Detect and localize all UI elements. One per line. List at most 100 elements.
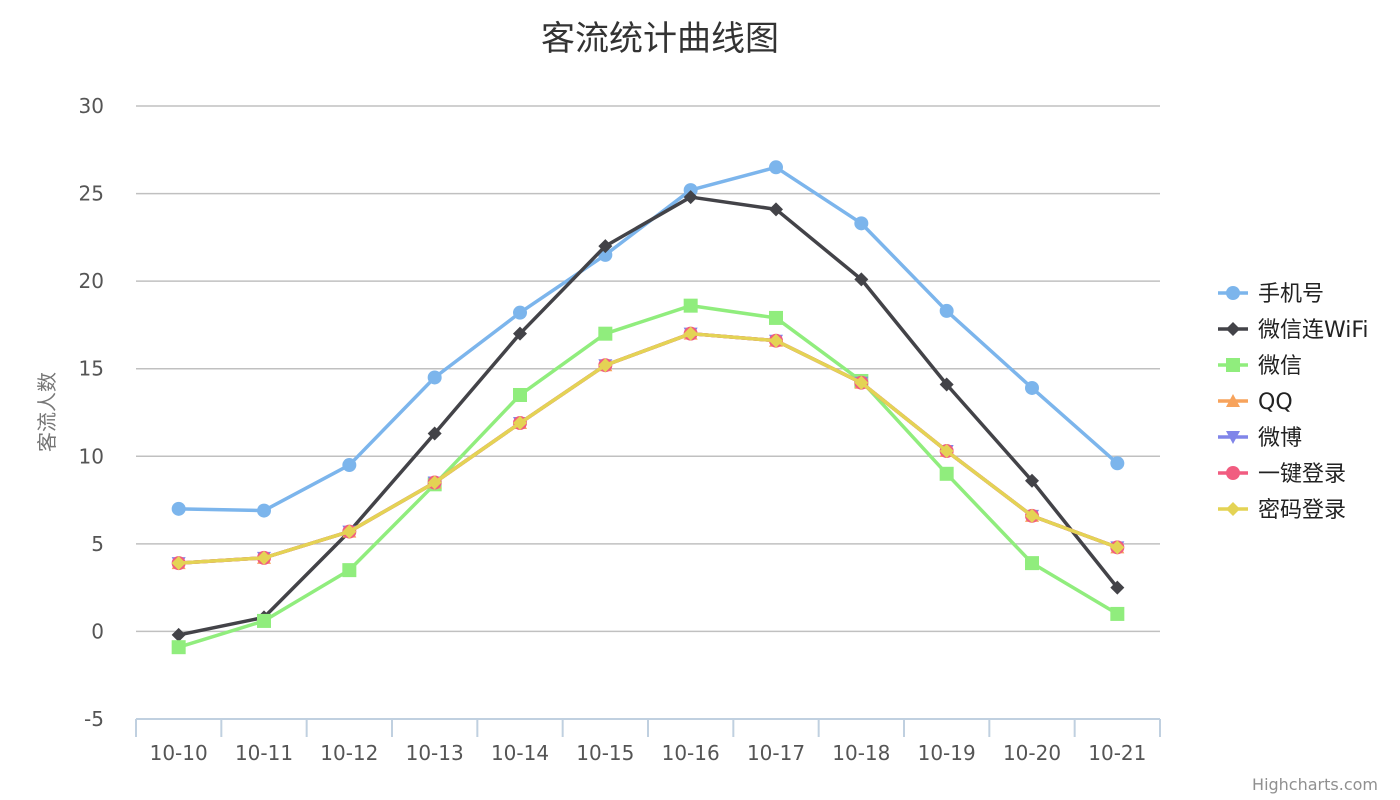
data-point[interactable] xyxy=(854,272,869,287)
legend-item[interactable]: QQ xyxy=(1218,390,1293,415)
data-point[interactable] xyxy=(171,627,186,642)
series-2 xyxy=(171,298,1125,655)
legend-marker[interactable] xyxy=(1226,466,1240,480)
x-axis: 10-10 10-11 10-12 10-13 10-14 10-15 10-16 10-17… xyxy=(135,718,1161,765)
data-point[interactable] xyxy=(854,375,869,390)
legend-marker[interactable] xyxy=(1226,322,1240,336)
legend-label: 密码登录 xyxy=(1258,498,1346,523)
y-tick-label: 20 xyxy=(79,269,104,293)
series-6 xyxy=(171,326,1125,571)
legend-label: 微信 xyxy=(1258,354,1302,379)
legend-item[interactable]: 手机号 xyxy=(1218,282,1324,307)
legend-label: 一键登录 xyxy=(1258,462,1346,487)
y-tick-label: -5 xyxy=(84,707,104,731)
x-tick-label: 10-17 xyxy=(747,741,805,765)
data-point[interactable] xyxy=(1110,456,1125,471)
data-point[interactable] xyxy=(513,416,527,431)
series-line[interactable] xyxy=(176,195,1120,637)
x-tick-label: 10-20 xyxy=(1003,741,1061,765)
y-tick-label: 0 xyxy=(91,619,104,643)
grid-lines: -5 0 5 10 15 20 25 30 xyxy=(79,94,1160,731)
data-point[interactable] xyxy=(683,183,698,198)
series-5 xyxy=(171,326,1125,571)
data-point[interactable] xyxy=(1025,380,1039,395)
legend-item[interactable]: 微博 xyxy=(1218,426,1302,451)
x-tick-label: 10-14 xyxy=(491,741,549,765)
data-point[interactable] xyxy=(1110,580,1125,595)
data-point[interactable] xyxy=(769,310,783,325)
legend-label: 微博 xyxy=(1258,426,1302,451)
x-tick-label: 10-12 xyxy=(320,741,378,765)
data-point[interactable] xyxy=(939,466,954,481)
data-point[interactable] xyxy=(427,370,442,385)
legend-marker[interactable] xyxy=(1226,358,1240,372)
series-3 xyxy=(171,326,1125,570)
data-point[interactable] xyxy=(683,298,698,313)
series-group xyxy=(171,160,1125,655)
data-point[interactable] xyxy=(1110,540,1125,555)
data-point[interactable] xyxy=(598,239,613,254)
x-tick-label: 10-15 xyxy=(576,741,634,765)
data-point[interactable] xyxy=(342,524,357,539)
legend-item[interactable]: 密码登录 xyxy=(1218,498,1346,523)
data-point[interactable] xyxy=(939,444,954,459)
y-axis-label: 客流人数 xyxy=(35,372,59,452)
data-point[interactable] xyxy=(1110,606,1125,621)
legend-marker[interactable] xyxy=(1226,394,1240,407)
data-point[interactable] xyxy=(257,613,271,628)
x-tick-label: 10-13 xyxy=(406,741,464,765)
data-point[interactable] xyxy=(1025,508,1039,523)
legend-marker[interactable] xyxy=(1226,286,1240,300)
series-0 xyxy=(171,160,1125,518)
legend-item[interactable]: 微信 xyxy=(1218,354,1302,379)
chart-title: 客流统计曲线图 xyxy=(541,19,779,59)
series-4 xyxy=(171,327,1125,571)
y-tick-label: 15 xyxy=(79,357,104,381)
data-point[interactable] xyxy=(342,458,357,473)
x-tick-label: 10-21 xyxy=(1088,741,1146,765)
data-point[interactable] xyxy=(427,426,442,441)
y-tick-label: 5 xyxy=(91,532,104,556)
data-point[interactable] xyxy=(427,475,442,490)
legend-marker[interactable] xyxy=(1226,502,1240,516)
credits-link[interactable]: Highcharts.com xyxy=(1252,775,1378,794)
legend-item[interactable]: 一键登录 xyxy=(1218,462,1346,487)
data-point[interactable] xyxy=(683,190,698,205)
data-point[interactable] xyxy=(769,160,783,175)
x-tick-label: 10-19 xyxy=(918,741,976,765)
series-line[interactable] xyxy=(176,303,1120,649)
data-point[interactable] xyxy=(342,563,357,578)
data-point[interactable] xyxy=(1025,473,1039,488)
data-point[interactable] xyxy=(598,358,613,373)
x-tick-label: 10-16 xyxy=(662,741,720,765)
y-tick-label: 25 xyxy=(79,182,104,206)
data-point[interactable] xyxy=(854,216,869,231)
x-tick-label: 10-11 xyxy=(235,741,293,765)
y-tick-label: 30 xyxy=(79,94,104,118)
data-point[interactable] xyxy=(257,503,271,518)
data-point[interactable] xyxy=(598,326,613,341)
data-point[interactable] xyxy=(683,326,698,341)
y-tick-label: 10 xyxy=(79,444,104,468)
data-point[interactable] xyxy=(769,202,783,217)
series-line[interactable] xyxy=(176,331,1120,565)
series-1 xyxy=(171,190,1125,642)
legend-marker[interactable] xyxy=(1226,431,1240,444)
data-point[interactable] xyxy=(769,333,783,348)
data-point[interactable] xyxy=(513,305,527,320)
x-tick-label: 10-10 xyxy=(150,741,208,765)
data-point[interactable] xyxy=(939,303,954,318)
x-tick-label: 10-18 xyxy=(832,741,890,765)
series-line[interactable] xyxy=(176,165,1120,513)
data-point[interactable] xyxy=(171,501,186,516)
data-point[interactable] xyxy=(513,387,527,402)
data-point[interactable] xyxy=(171,556,186,571)
legend-item[interactable]: 微信连WiFi xyxy=(1218,318,1369,343)
data-point[interactable] xyxy=(257,550,271,565)
data-point[interactable] xyxy=(939,377,954,392)
data-point[interactable] xyxy=(171,640,186,655)
data-point[interactable] xyxy=(1025,556,1039,571)
data-point[interactable] xyxy=(513,326,527,341)
